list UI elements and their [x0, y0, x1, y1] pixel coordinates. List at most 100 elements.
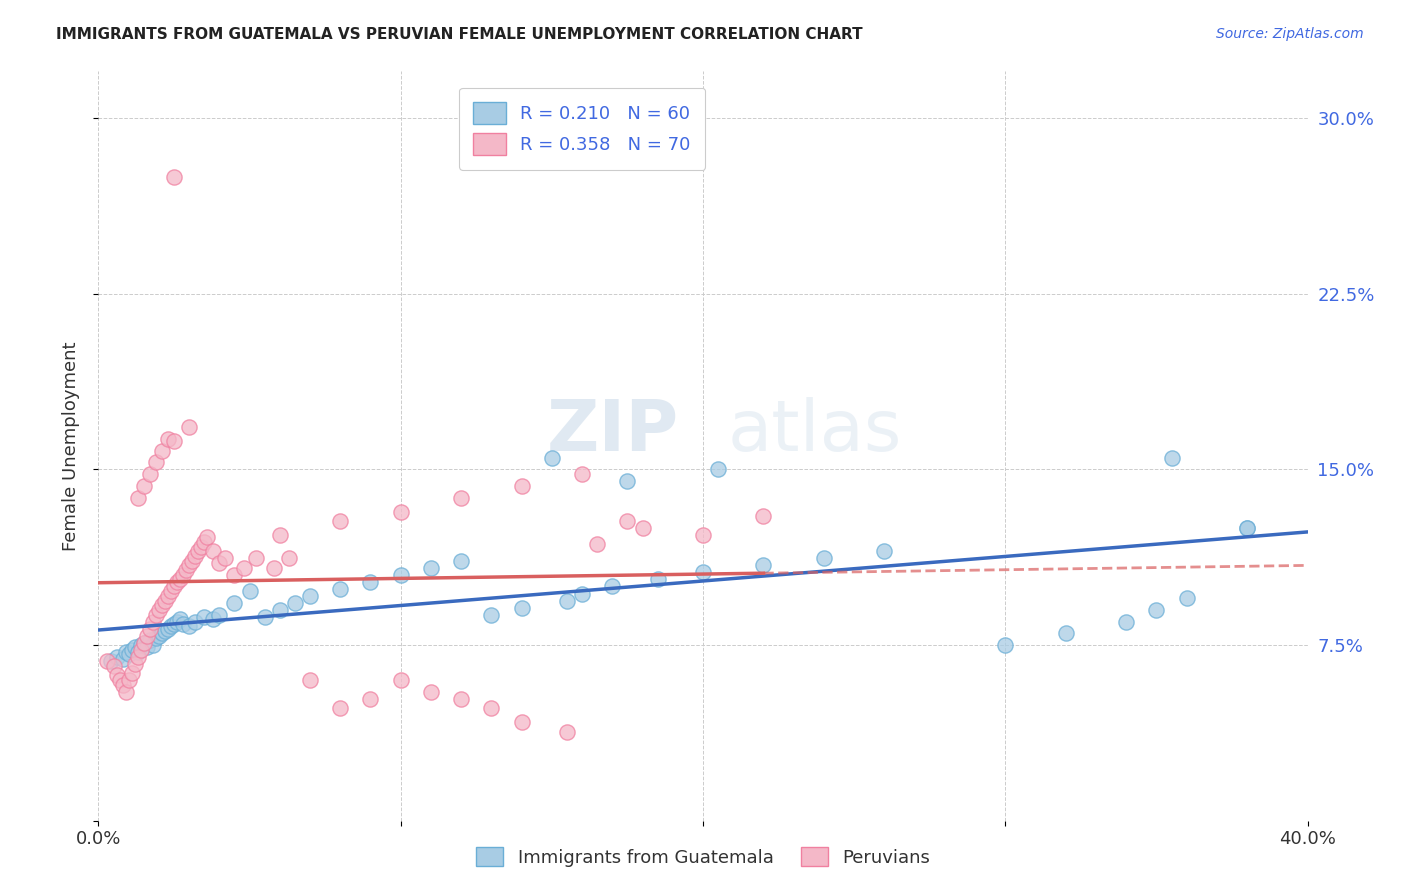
Point	[224, 567, 246, 582]
Point	[360, 574, 382, 589]
Point	[148, 603, 170, 617]
Point	[145, 455, 167, 469]
Point	[571, 467, 593, 482]
Point	[111, 678, 134, 692]
Point	[121, 666, 143, 681]
Point	[245, 551, 267, 566]
Point	[179, 619, 201, 633]
Point	[179, 420, 201, 434]
Text: atlas: atlas	[727, 397, 901, 466]
Point	[181, 554, 204, 568]
Point	[269, 528, 291, 542]
Point	[389, 673, 412, 688]
Point	[103, 659, 125, 673]
Point	[269, 603, 291, 617]
Point	[142, 638, 165, 652]
Point	[145, 631, 167, 645]
Point	[420, 561, 443, 575]
Point	[132, 479, 155, 493]
Point	[329, 701, 352, 715]
Point	[135, 629, 157, 643]
Point	[150, 599, 173, 613]
Point	[172, 567, 194, 582]
Point	[631, 521, 654, 535]
Point	[148, 629, 170, 643]
Point	[145, 607, 167, 622]
Point	[263, 561, 285, 575]
Text: IMMIGRANTS FROM GUATEMALA VS PERUVIAN FEMALE UNEMPLOYMENT CORRELATION CHART: IMMIGRANTS FROM GUATEMALA VS PERUVIAN FE…	[56, 27, 863, 42]
Point	[232, 561, 254, 575]
Point	[602, 580, 624, 594]
Point	[616, 474, 638, 488]
Point	[169, 573, 191, 587]
Point	[214, 551, 236, 566]
Point	[105, 649, 128, 664]
Point	[100, 655, 122, 669]
Point	[160, 619, 183, 633]
Text: Source: ZipAtlas.com: Source: ZipAtlas.com	[1216, 27, 1364, 41]
Point	[105, 668, 128, 682]
Point	[1054, 626, 1077, 640]
Point	[127, 645, 149, 659]
Point	[1144, 603, 1167, 617]
Point	[163, 169, 186, 184]
Point	[450, 491, 472, 505]
Point	[420, 685, 443, 699]
Point	[1236, 521, 1258, 535]
Point	[166, 574, 188, 589]
Point	[163, 434, 186, 449]
Point	[647, 573, 669, 587]
Legend: Immigrants from Guatemala, Peruvians: Immigrants from Guatemala, Peruvians	[468, 840, 938, 874]
Point	[195, 530, 218, 544]
Point	[132, 635, 155, 649]
Point	[202, 612, 225, 626]
Point	[208, 556, 231, 570]
Point	[299, 589, 322, 603]
Point	[156, 622, 179, 636]
Y-axis label: Female Unemployment: Female Unemployment	[62, 342, 80, 550]
Point	[510, 600, 533, 615]
Point	[114, 645, 136, 659]
Point	[184, 615, 207, 629]
Text: ZIP: ZIP	[547, 397, 679, 466]
Point	[169, 612, 191, 626]
Point	[124, 640, 146, 655]
Point	[1115, 615, 1137, 629]
Point	[160, 584, 183, 599]
Point	[193, 610, 215, 624]
Point	[571, 586, 593, 600]
Point	[540, 450, 562, 465]
Point	[172, 617, 194, 632]
Point	[190, 540, 212, 554]
Point	[156, 589, 179, 603]
Point	[450, 554, 472, 568]
Point	[202, 544, 225, 558]
Point	[481, 701, 503, 715]
Point	[142, 615, 165, 629]
Point	[135, 640, 157, 655]
Point	[1175, 591, 1198, 606]
Point	[139, 633, 162, 648]
Point	[994, 638, 1017, 652]
Point	[481, 607, 503, 622]
Point	[118, 673, 141, 688]
Point	[616, 514, 638, 528]
Point	[586, 537, 609, 551]
Point	[692, 566, 714, 580]
Point	[389, 505, 412, 519]
Point	[389, 567, 412, 582]
Point	[156, 432, 179, 446]
Point	[299, 673, 322, 688]
Point	[163, 580, 186, 594]
Point	[555, 724, 578, 739]
Point	[153, 624, 176, 638]
Point	[208, 607, 231, 622]
Point	[121, 642, 143, 657]
Point	[360, 692, 382, 706]
Point	[555, 593, 578, 607]
Point	[129, 638, 152, 652]
Point	[752, 509, 775, 524]
Point	[193, 535, 215, 549]
Point	[224, 596, 246, 610]
Point	[284, 596, 307, 610]
